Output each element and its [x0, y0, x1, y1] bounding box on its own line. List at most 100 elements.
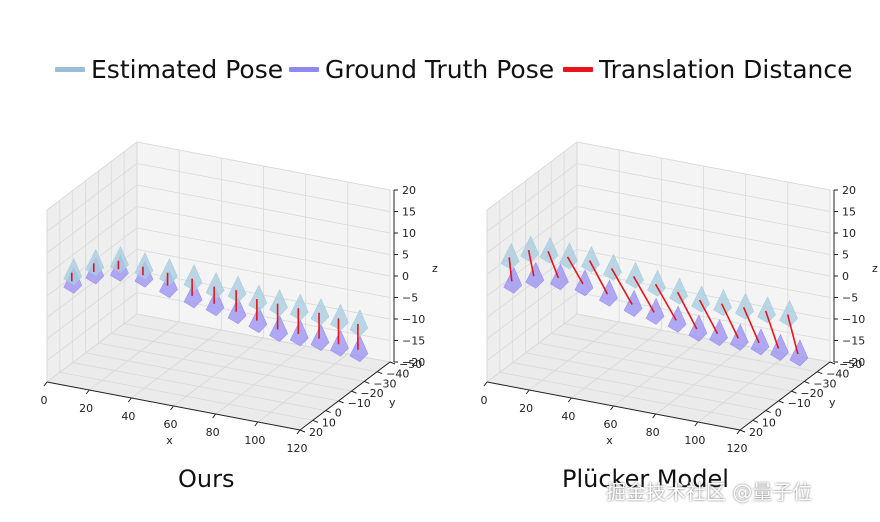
y-axis-label: y: [829, 396, 836, 409]
y-tick-label: 0: [775, 407, 782, 420]
y-tick-mark: [765, 410, 771, 414]
estimated-pose-marker: [85, 248, 105, 276]
grid-line-z: [486, 292, 831, 361]
grid-line-z: [486, 227, 831, 297]
y-tick-mark: [338, 400, 344, 404]
x-tick-mark: [567, 397, 572, 403]
x-tick-label: 60: [604, 418, 618, 431]
y-tick-mark: [299, 429, 306, 433]
grid-line-x: [613, 337, 704, 407]
ground-truth-pose-marker: [688, 314, 708, 342]
legend-item-estimated: Estimated Pose: [55, 50, 283, 88]
estimated-pose-marker: [205, 271, 225, 299]
grid-line-z: [486, 313, 831, 383]
x-tick-mark: [483, 381, 488, 387]
grid-line-z: [46, 206, 391, 275]
caption-ours: Ours: [178, 465, 235, 493]
x-tick-label: 120: [727, 442, 748, 455]
y-axis-line: [739, 361, 831, 431]
estimated-pose-marker: [757, 296, 776, 324]
estimated-pose-marker: [713, 288, 732, 317]
x-tick-mark: [254, 421, 259, 427]
y-tick-mark: [312, 419, 319, 423]
z-axis-label: z: [872, 262, 878, 275]
y-tick-mark: [816, 371, 823, 375]
x-tick-mark: [212, 413, 217, 419]
grid-line-y: [85, 352, 339, 402]
y-tick-mark: [752, 419, 759, 423]
z-axis-label: z: [432, 262, 438, 275]
ground-truth-pose-marker: [645, 297, 665, 325]
y-tick-mark: [791, 390, 797, 394]
grid-line-y: [551, 333, 805, 382]
legend-label-translation: Translation Distance: [599, 54, 853, 84]
ground-truth-pose-marker: [574, 269, 594, 297]
ground-truth-pose-marker: [248, 305, 268, 333]
y-tick-label: −40: [386, 368, 409, 381]
x-axis-label: x: [606, 434, 613, 447]
watermark: 掘金技术社区 @量子位: [606, 480, 813, 504]
y-tick-mark: [739, 429, 746, 433]
translation-distance-line: [654, 283, 677, 321]
y-tick-mark: [325, 410, 331, 414]
grid-line-x: [257, 353, 349, 423]
y-tick-label: 20: [749, 426, 763, 439]
z-tick-label: 0: [842, 270, 849, 283]
z-tick-label: −10: [402, 313, 425, 326]
grid-line-y: [525, 352, 779, 402]
estimated-pose-marker: [289, 293, 309, 321]
legend-item-translation: Translation Distance: [563, 50, 852, 88]
z-tick-label: 10: [402, 227, 416, 240]
ground-truth-pose-marker: [623, 289, 643, 317]
y-tick-mark: [364, 380, 370, 384]
estimated-pose-marker: [330, 303, 349, 331]
estimated-pose-marker: [63, 257, 83, 286]
grid-line-x: [528, 321, 620, 391]
y-tick-mark: [351, 390, 357, 394]
translation-distance-line: [720, 303, 740, 339]
estimated-pose-marker: [227, 275, 247, 303]
translation-distance-line: [676, 291, 698, 330]
x-tick-mark: [525, 389, 530, 395]
y-tick-label: −10: [788, 397, 811, 410]
translation-distance-line: [742, 306, 760, 344]
y-tick-label: −10: [348, 397, 371, 410]
y-tick-label: 0: [335, 407, 342, 420]
estimated-pose-marker: [520, 235, 540, 263]
x-tick-label: 40: [561, 410, 575, 423]
translation-distance-line: [508, 257, 513, 282]
ground-truth-pose-marker: [310, 323, 330, 351]
grid-line-z: [486, 249, 831, 318]
grid-line-y: [564, 323, 818, 373]
x-tick-mark: [296, 429, 301, 435]
estimated-pose-marker: [159, 257, 178, 286]
estimated-pose-marker: [183, 263, 203, 292]
ground-truth-pose-marker: [289, 319, 309, 347]
ground-truth-pose-marker: [330, 329, 349, 357]
z-tick-label: −20: [402, 356, 425, 369]
grid-line-y: [499, 371, 753, 421]
x-tick-label: 80: [646, 426, 660, 439]
x-tick-label: 60: [164, 418, 178, 431]
caption-plucker-model: Plücker Model: [562, 465, 729, 493]
grid-line-x: [215, 345, 306, 415]
z-tick-label: 5: [842, 249, 849, 262]
y-tick-label: −50: [839, 358, 862, 371]
grid-line-z: [46, 292, 391, 361]
grid-line-x: [655, 345, 746, 415]
grid-line-y: [98, 342, 352, 392]
estimated-pose-marker: [603, 253, 622, 281]
grid-line-y: [538, 342, 792, 392]
grid-line-z: [486, 206, 831, 275]
grid-line-z: [486, 184, 831, 254]
legend-item-ground-truth: Ground Truth Pose: [289, 50, 554, 88]
y-axis-label: y: [389, 396, 396, 409]
estimated-pose-marker: [134, 251, 154, 280]
grid-line-z: [486, 141, 831, 211]
y-tick-label: −30: [813, 377, 836, 390]
ground-truth-pose-marker: [349, 334, 369, 363]
legend-swatch-translation: [563, 66, 593, 72]
estimated-pose-marker: [669, 277, 688, 305]
ground-truth-pose-marker: [599, 279, 618, 307]
translation-distance-line: [764, 310, 780, 349]
